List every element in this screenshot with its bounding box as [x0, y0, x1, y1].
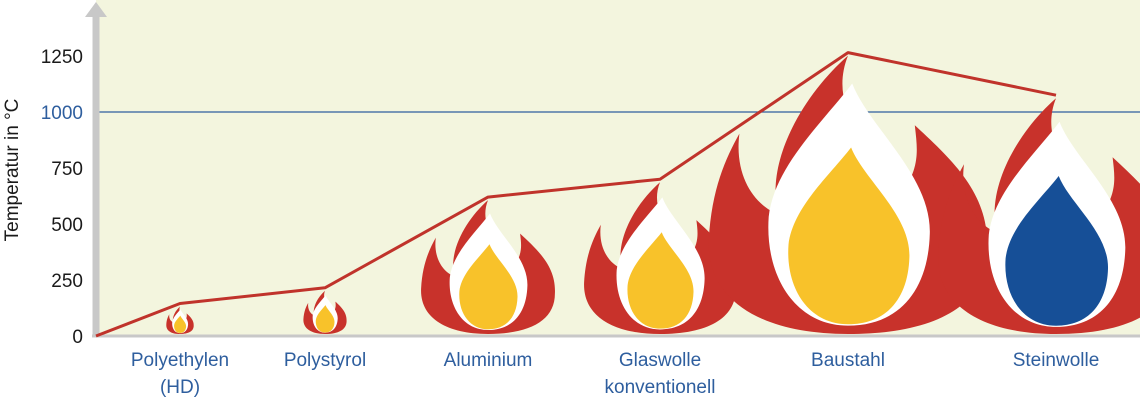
- category-label: Steinwolle: [1013, 350, 1100, 371]
- category-label: Aluminium: [444, 350, 533, 371]
- flame-core: [315, 305, 335, 333]
- flame-core: [788, 147, 910, 325]
- category-label: Baustahl: [811, 350, 885, 371]
- y-tick-label: 500: [51, 215, 83, 236]
- flame-core: [174, 315, 187, 334]
- category-label: (HD): [160, 377, 200, 398]
- y-tick-label: 250: [51, 271, 83, 292]
- y-tick-label: 0: [72, 327, 83, 348]
- flame-mark: [421, 200, 555, 334]
- category-label: konventionell: [605, 377, 716, 398]
- flame-mark: [584, 182, 736, 334]
- y-axis-label: Temperatur in °C: [2, 99, 23, 242]
- y-tick-label: 1000: [41, 103, 83, 124]
- flame-core: [459, 244, 518, 330]
- y-tick-label: 1250: [41, 47, 83, 68]
- flame-mark: [938, 98, 1140, 334]
- category-label: Polyethylen: [131, 350, 229, 371]
- flame-core: [627, 232, 694, 329]
- y-axis-arrow: [85, 2, 107, 17]
- flame-mark: [166, 306, 194, 334]
- category-label: Polystyrol: [284, 350, 366, 371]
- flame-core: [1005, 176, 1109, 326]
- category-label: Glaswolle: [619, 350, 701, 371]
- flame-mark: [708, 55, 988, 334]
- temperature-series-line: [95, 51, 1057, 338]
- y-tick-label: 750: [51, 159, 83, 180]
- flame-mark: [303, 290, 347, 334]
